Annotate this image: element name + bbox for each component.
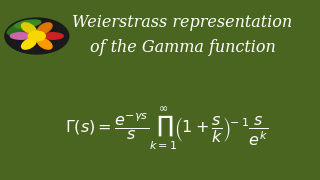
Ellipse shape — [21, 38, 36, 49]
Ellipse shape — [7, 20, 33, 35]
Text: of the Gamma function: of the Gamma function — [90, 39, 275, 56]
Ellipse shape — [10, 33, 32, 39]
Ellipse shape — [37, 23, 52, 34]
Ellipse shape — [42, 33, 63, 39]
Text: $\Gamma(s) = \dfrac{e^{-\gamma s}}{s}\prod_{k=1}^{\infty}\!\left(1+\dfrac{s}{k}\: $\Gamma(s) = \dfrac{e^{-\gamma s}}{s}\pr… — [65, 105, 268, 152]
Circle shape — [28, 31, 45, 41]
Ellipse shape — [21, 23, 36, 34]
Circle shape — [5, 18, 69, 54]
Text: Weierstrass representation: Weierstrass representation — [72, 14, 292, 31]
Ellipse shape — [15, 20, 41, 28]
Ellipse shape — [37, 38, 52, 49]
